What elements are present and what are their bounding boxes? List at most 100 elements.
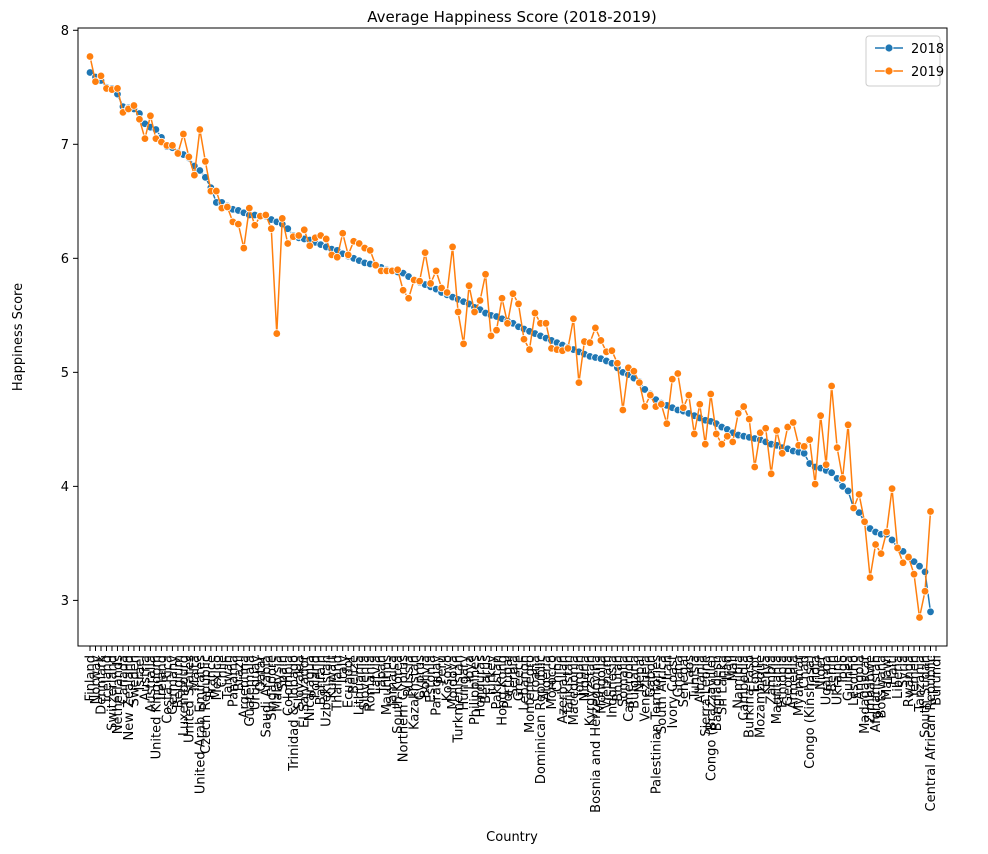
x-tick-label: South Korea: [391, 655, 406, 734]
x-tick-label: Thailand: [331, 655, 346, 712]
data-point-2018: [195, 166, 205, 175]
data-point-2019: [569, 314, 578, 323]
data-point-2019: [283, 239, 292, 248]
x-tick-label: Venezuela: [638, 655, 653, 722]
data-point-2019: [690, 429, 699, 439]
data-point-2018: [926, 607, 935, 616]
data-point-2019: [245, 203, 254, 213]
x-tick-label: Kyrgyzstan: [583, 655, 598, 726]
y-tick-label: 8: [61, 24, 69, 39]
x-tick-label: Kuwait: [325, 655, 340, 698]
x-tick-label: Vietnam: [600, 655, 615, 709]
x-tick-label: Serbia: [507, 655, 522, 696]
data-point-2019: [250, 221, 260, 230]
y-axis: 3 4 5 6 7 8: [61, 24, 78, 609]
x-tick-label: Colombia: [281, 655, 296, 716]
data-point-2019: [239, 243, 249, 253]
x-tick-label: Portugal: [501, 655, 516, 709]
x-tick-label: Poland: [309, 655, 324, 698]
x-tick-label: Sweden: [127, 655, 142, 706]
data-point-2019: [223, 202, 232, 212]
x-tick-label: Australia: [144, 655, 159, 713]
data-point-2019: [530, 308, 540, 318]
data-point-2019: [525, 345, 534, 354]
data-point-2019: [365, 246, 375, 255]
x-tick-label: El Salvador: [298, 654, 313, 728]
data-point-2019: [882, 527, 891, 537]
x-tick-label: Mauritania: [770, 655, 785, 724]
x-tick-label: Netherlands: [111, 655, 126, 734]
x-tick-label: United Arab Emirates: [193, 655, 208, 794]
data-point-2019: [728, 437, 737, 447]
x-tick-label: Kenya: [759, 655, 774, 695]
chart-title: Average Happiness Score (2018-2019): [367, 8, 656, 26]
data-point-2019: [195, 125, 205, 134]
x-tick-label: Bolivia: [419, 655, 434, 698]
y-tick-label: 6: [61, 252, 69, 267]
data-point-2019: [887, 484, 897, 493]
x-tick-label: New Zealand: [122, 655, 137, 740]
x-tick-label: Montenegro: [523, 655, 538, 733]
data-point-2018: [887, 535, 897, 545]
x-tick-label: Lebanon: [517, 655, 532, 711]
x-tick-label: Cyprus: [413, 655, 428, 701]
y-tick-label: 7: [61, 138, 69, 153]
data-point-2019: [657, 400, 666, 409]
data-point-2019: [788, 418, 798, 427]
y-axis-label: Happiness Score: [11, 283, 26, 391]
data-point-2019: [876, 549, 886, 558]
x-tick-label: Pakistan: [490, 655, 505, 709]
data-point-2019: [508, 289, 518, 298]
x-tick-label: Belize: [347, 655, 362, 694]
x-tick-label: Nepal: [633, 655, 648, 693]
x-tick-label: Cambodia: [737, 655, 752, 721]
x-tick-label: Haiti: [886, 655, 901, 685]
series-layer: [85, 52, 935, 622]
x-tick-label: Jamaica: [386, 655, 401, 707]
data-point-2019: [261, 210, 270, 220]
data-point-2019: [745, 414, 754, 424]
data-point-2019: [393, 265, 402, 274]
x-tick-label: Denmark: [94, 655, 109, 715]
x-tick-label: Panama: [226, 655, 241, 707]
x-tick-label: Croatia: [528, 655, 543, 702]
data-point-2019: [898, 558, 908, 567]
data-point-2019: [684, 390, 693, 400]
x-tick-label: South Sudan: [919, 655, 934, 738]
series-line-2019: [89, 56, 932, 619]
data-point-2019: [799, 442, 809, 451]
data-point-2019: [272, 329, 281, 338]
x-tick-label: Algeria: [539, 655, 554, 701]
x-tick-label: Mongolia: [594, 655, 609, 714]
data-point-2019: [354, 239, 364, 248]
data-point-2019: [805, 435, 814, 444]
data-point-2019: [668, 374, 677, 384]
x-tick-label: Paraguay: [430, 655, 445, 716]
x-tick-label: Austria: [138, 655, 153, 701]
x-tick-label: Peru: [435, 655, 450, 684]
data-point-2019: [322, 234, 331, 244]
x-tick-label: Dominican Republic: [534, 655, 549, 784]
data-point-2019: [519, 335, 529, 344]
x-tick-label: Singapore: [265, 655, 280, 721]
data-point-2019: [635, 378, 644, 387]
data-point-2019: [514, 299, 523, 309]
x-tick-label: Honduras: [474, 655, 489, 718]
data-point-2019: [184, 152, 194, 162]
data-point-2019: [679, 403, 688, 412]
data-point-2019: [338, 229, 347, 238]
x-tick-label: Hungary: [457, 655, 472, 711]
x-tick-label: Rwanda: [902, 655, 917, 707]
data-point-2019: [497, 294, 507, 303]
x-tick-label: Ivory Coast: [666, 655, 681, 729]
x-tick-label: Greece: [512, 655, 527, 701]
data-point-2019: [646, 390, 655, 400]
series-line-2018: [89, 71, 932, 612]
x-tick-label: Norway: [89, 655, 104, 705]
x-tick-label: Uruguay: [248, 655, 263, 711]
data-point-2019: [475, 296, 485, 305]
x-tick-label: Libya: [463, 655, 478, 690]
data-point-2019: [503, 319, 512, 328]
data-point-2019: [772, 426, 781, 435]
